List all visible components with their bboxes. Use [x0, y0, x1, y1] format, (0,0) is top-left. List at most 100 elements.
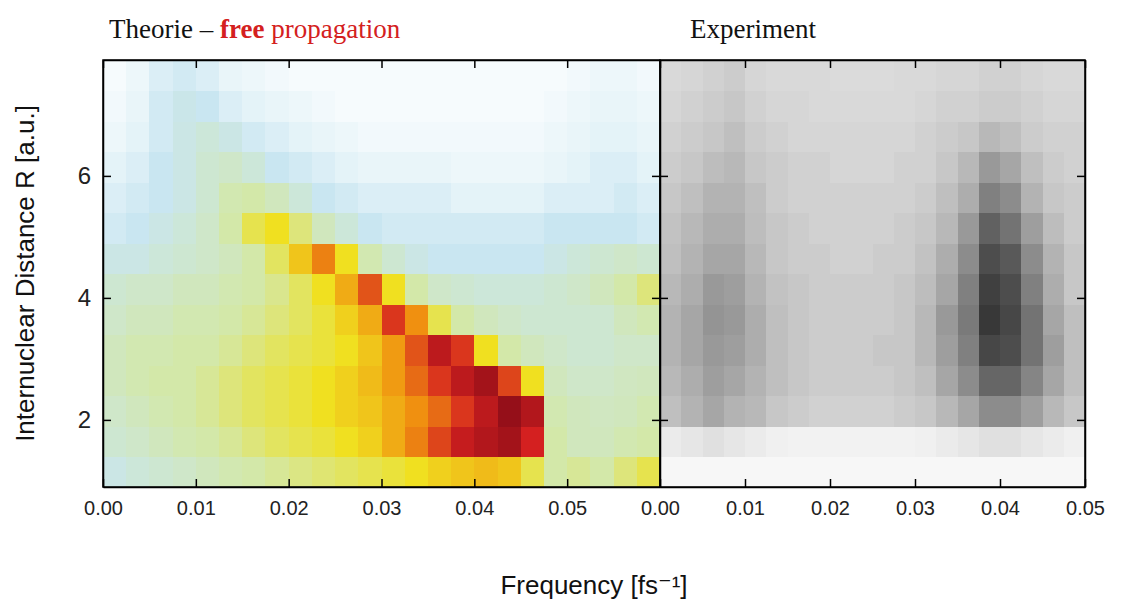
heatmap-cell: [173, 213, 197, 244]
heatmap-cell: [498, 60, 522, 91]
heatmap-cell: [242, 304, 266, 335]
heatmap-cell: [103, 396, 127, 427]
heatmap-cell: [521, 91, 545, 122]
heatmap-cell: [265, 213, 289, 244]
heatmap-cell: [681, 396, 703, 427]
tick: [652, 298, 660, 299]
heatmap-cell: [1043, 243, 1065, 274]
axis: 246: [78, 61, 111, 488]
heatmap-cell: [766, 335, 788, 366]
heatmap-cell: [788, 304, 810, 335]
heatmap-cell: [173, 457, 197, 488]
heatmap-cell: [405, 243, 429, 274]
heatmap-cell: [149, 274, 173, 305]
heatmap-cell: [614, 426, 638, 457]
heatmap-cell: [703, 396, 725, 427]
tick: 0.02: [811, 479, 850, 519]
heatmap-cell: [289, 457, 313, 488]
heatmap-cell: [936, 396, 958, 427]
heatmap-cell: [451, 243, 475, 274]
heatmap-cell: [265, 91, 289, 122]
heatmap-cell: [979, 396, 1001, 427]
heatmap-cell: [915, 426, 937, 457]
axis: [104, 60, 661, 68]
heatmap-cell: [567, 304, 591, 335]
heatmap-cell: [289, 182, 313, 213]
heatmap-cell: [103, 213, 127, 244]
heatmap-cell: [873, 426, 895, 457]
tick: 6: [78, 162, 111, 189]
heatmap-cell: [660, 182, 682, 213]
heatmap-cell: [724, 335, 746, 366]
heatmap-cell: [745, 60, 767, 91]
heatmap-cell: [382, 243, 406, 274]
heatmap-cell: [405, 60, 429, 91]
heatmap-cell: [830, 457, 852, 488]
heatmap-cell: [382, 274, 406, 305]
tick-mark: [660, 420, 668, 422]
heatmap-cell: [745, 396, 767, 427]
heatmap-cell: [1043, 274, 1065, 305]
heatmap-cell: [809, 60, 831, 91]
heatmap-cell: [915, 91, 937, 122]
heatmap-cell: [498, 457, 522, 488]
heatmap-cell: [745, 304, 767, 335]
heatmap-cell: [567, 182, 591, 213]
heatmap-cell: [915, 274, 937, 305]
heatmap-cell: [851, 396, 873, 427]
heatmap-cell: [219, 182, 243, 213]
heatmap-cell: [358, 365, 382, 396]
heatmap-cell: [1064, 91, 1085, 122]
heatmap-cell: [382, 121, 406, 152]
heatmap-cell: [851, 213, 873, 244]
heatmap-cell: [1000, 274, 1022, 305]
heatmap-cell: [851, 121, 873, 152]
heatmap-cell: [474, 182, 498, 213]
heatmap-cell: [405, 426, 429, 457]
heatmap-cell: [681, 60, 703, 91]
heatmap-cell: [544, 91, 568, 122]
heatmap-cell: [265, 243, 289, 274]
heatmap-cell: [830, 365, 852, 396]
heatmap-cell: [196, 243, 220, 274]
heatmap-cell: [703, 335, 725, 366]
heatmap-cell: [1021, 426, 1043, 457]
heatmap-cell: [745, 243, 767, 274]
heatmap-cell: [809, 457, 831, 488]
heatmap-cell: [915, 457, 937, 488]
heatmap-cell: [681, 365, 703, 396]
heatmap-cell: [196, 91, 220, 122]
heatmap-cell: [173, 182, 197, 213]
heatmap-cell: [567, 335, 591, 366]
heatmap-cell: [1064, 60, 1085, 91]
heatmap-cell: [660, 426, 682, 457]
heatmap-cell: [681, 121, 703, 152]
heatmap-cell: [703, 91, 725, 122]
heatmap-cell: [382, 426, 406, 457]
heatmap-cell: [498, 213, 522, 244]
heatmap-cell: [703, 213, 725, 244]
heatmap-cell: [219, 121, 243, 152]
heatmap-cell: [766, 274, 788, 305]
heatmap-cell: [1043, 91, 1065, 122]
heatmap-cell: [382, 304, 406, 335]
heatmap-cell: [660, 60, 682, 91]
tick: [830, 60, 831, 68]
tick-mark: [196, 60, 198, 68]
heatmap-cell: [219, 396, 243, 427]
tick: 0.02: [270, 479, 309, 519]
heatmap-cell: [405, 457, 429, 488]
heatmap-cell: [788, 152, 810, 183]
heatmap-cell: [265, 335, 289, 366]
heatmap-cell: [428, 182, 452, 213]
heatmap-cell: [766, 426, 788, 457]
tick: 0.04: [981, 479, 1020, 519]
heatmap-cell: [126, 152, 150, 183]
heatmap-cell: [451, 304, 475, 335]
heatmap-cell: [873, 243, 895, 274]
heatmap-cell: [428, 365, 452, 396]
heatmap-cell: [1000, 426, 1022, 457]
heatmap-cell: [312, 365, 336, 396]
heatmap-cell: [788, 426, 810, 457]
heatmap-cell: [289, 60, 313, 91]
